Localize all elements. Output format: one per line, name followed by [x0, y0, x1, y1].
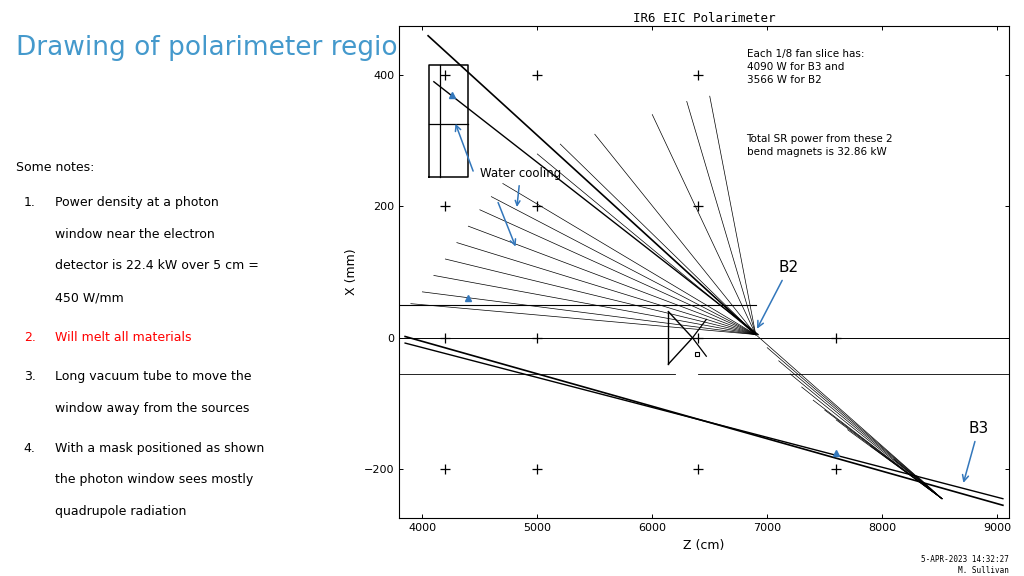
- Text: quadrupole radiation: quadrupole radiation: [55, 505, 186, 518]
- Text: B2: B2: [758, 260, 799, 327]
- Text: Water cooling: Water cooling: [480, 167, 561, 205]
- Text: Will melt all materials: Will melt all materials: [55, 331, 191, 344]
- Text: Long vacuum tube to move the: Long vacuum tube to move the: [55, 370, 252, 384]
- Text: 1.: 1.: [24, 196, 36, 209]
- Text: window away from the sources: window away from the sources: [55, 402, 250, 415]
- Text: Total SR power from these 2
bend magnets is 32.86 kW: Total SR power from these 2 bend magnets…: [746, 134, 893, 157]
- Title: IR6 EIC Polarimeter: IR6 EIC Polarimeter: [633, 12, 775, 25]
- Text: 5-APR-2023 14:32:27
M. Sullivan: 5-APR-2023 14:32:27 M. Sullivan: [921, 555, 1009, 575]
- Text: Drawing of polarimeter region: Drawing of polarimeter region: [15, 35, 414, 60]
- Text: B3: B3: [963, 421, 988, 481]
- Text: window near the electron: window near the electron: [55, 228, 215, 241]
- Text: Each 1/8 fan slice has:
4090 W for B3 and
3566 W for B2: Each 1/8 fan slice has: 4090 W for B3 an…: [746, 49, 864, 85]
- Text: 2.: 2.: [24, 331, 36, 344]
- Text: Power density at a photon: Power density at a photon: [55, 196, 219, 209]
- Text: the photon window sees mostly: the photon window sees mostly: [55, 473, 254, 486]
- Text: Some notes:: Some notes:: [15, 161, 94, 175]
- Text: detector is 22.4 kW over 5 cm =: detector is 22.4 kW over 5 cm =: [55, 259, 259, 272]
- Text: 4.: 4.: [24, 442, 36, 454]
- Y-axis label: X (mm): X (mm): [345, 249, 358, 295]
- X-axis label: Z (cm): Z (cm): [683, 539, 725, 552]
- Text: 450 W/mm: 450 W/mm: [55, 291, 124, 304]
- Text: 3.: 3.: [24, 370, 36, 384]
- Text: With a mask positioned as shown: With a mask positioned as shown: [55, 442, 264, 454]
